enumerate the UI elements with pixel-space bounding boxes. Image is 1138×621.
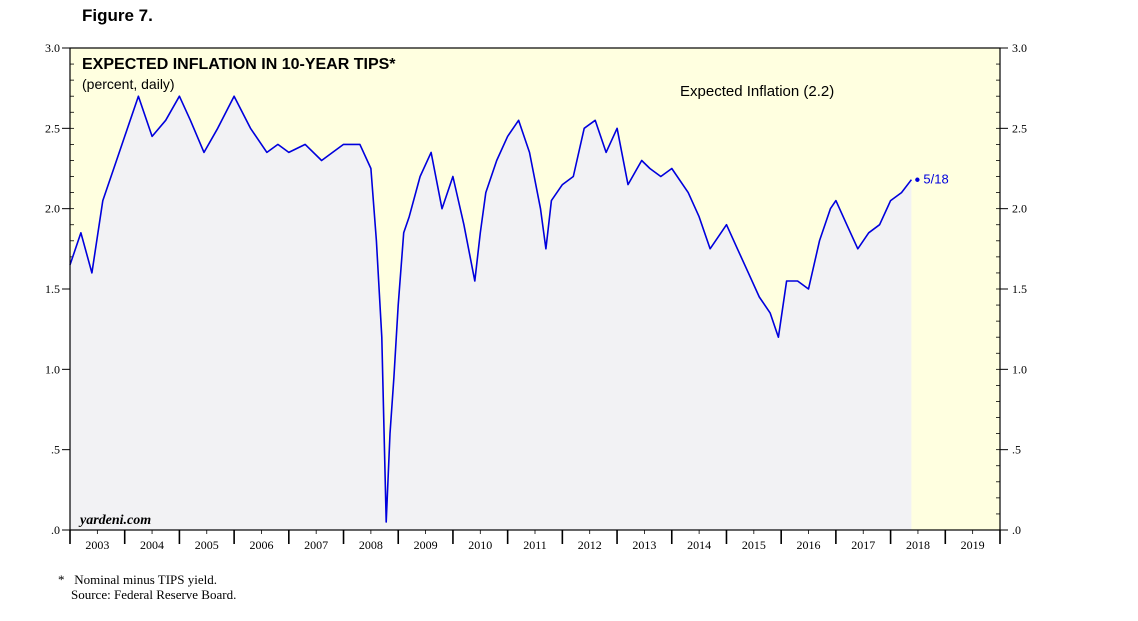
x-tick-label: 2014 — [687, 538, 711, 552]
footnote: * Nominal minus TIPS yield. — [58, 572, 217, 587]
y-tick-label-left: .0 — [51, 523, 60, 537]
chart-title: EXPECTED INFLATION IN 10-YEAR TIPS* — [82, 56, 396, 73]
x-tick-label: 2003 — [85, 538, 109, 552]
y-tick-label-right: 1.0 — [1012, 362, 1027, 376]
watermark: yardeni.com — [78, 513, 151, 528]
y-tick-label-right: .0 — [1012, 523, 1021, 537]
x-tick-label: 2012 — [578, 538, 602, 552]
y-axis-right: .0 .5 1.0 1.5 2.0 2.5 3.0 — [1000, 41, 1027, 537]
y-tick-label-left: 3.0 — [45, 41, 60, 55]
x-tick-label: 2017 — [851, 538, 875, 552]
x-tick-label: 2009 — [414, 538, 438, 552]
y-tick-label-left: .5 — [51, 443, 60, 457]
x-tick-label: 2007 — [304, 538, 328, 552]
y-tick-label-left: 1.0 — [45, 362, 60, 376]
y-tick-label-left: 1.5 — [45, 282, 60, 296]
x-tick-label: 2016 — [797, 538, 821, 552]
y-tick-label-right: 3.0 — [1012, 41, 1027, 55]
y-tick-label-right: .5 — [1012, 443, 1021, 457]
y-tick-label-right: 1.5 — [1012, 282, 1027, 296]
x-tick-label: 2006 — [249, 538, 273, 552]
x-tick-label: 2008 — [359, 538, 383, 552]
x-tick-label: 2011 — [523, 538, 547, 552]
right-axis-minor-ticks — [996, 47, 1000, 531]
footnote-text: Nominal minus TIPS yield. — [74, 572, 218, 587]
chart-subtitle: (percent, daily) — [82, 76, 175, 92]
end-point-marker — [915, 177, 920, 182]
source-note: Source: Federal Reserve Board. — [71, 587, 237, 602]
x-tick-label: 2019 — [961, 538, 985, 552]
y-tick-label-right: 2.5 — [1012, 121, 1027, 135]
legend-label: Expected Inflation (2.2) — [680, 83, 834, 100]
x-axis: 2003 2004 2005 2006 2007 2008 2009 2010 2011 2012… — [69, 530, 1001, 552]
x-tick-label: 2004 — [140, 538, 164, 552]
y-tick-label-left: 2.0 — [45, 202, 60, 216]
x-tick-label: 2018 — [906, 538, 930, 552]
y-tick-label-right: 2.0 — [1012, 202, 1027, 216]
series-area-fill — [70, 96, 912, 530]
figure-label: Figure 7. — [82, 6, 153, 25]
end-point-label: 5/18 — [923, 172, 948, 187]
x-tick-label: 2005 — [195, 538, 219, 552]
y-axis-left: .0 .5 1.0 1.5 2.0 2.5 3.0 — [45, 41, 70, 537]
x-tick-label: 2010 — [468, 538, 492, 552]
footnote-marker: * — [58, 572, 65, 587]
y-tick-label-left: 2.5 — [45, 121, 60, 135]
x-tick-label: 2015 — [742, 538, 766, 552]
series-line — [69, 95, 913, 523]
x-tick-label: 2013 — [632, 538, 656, 552]
